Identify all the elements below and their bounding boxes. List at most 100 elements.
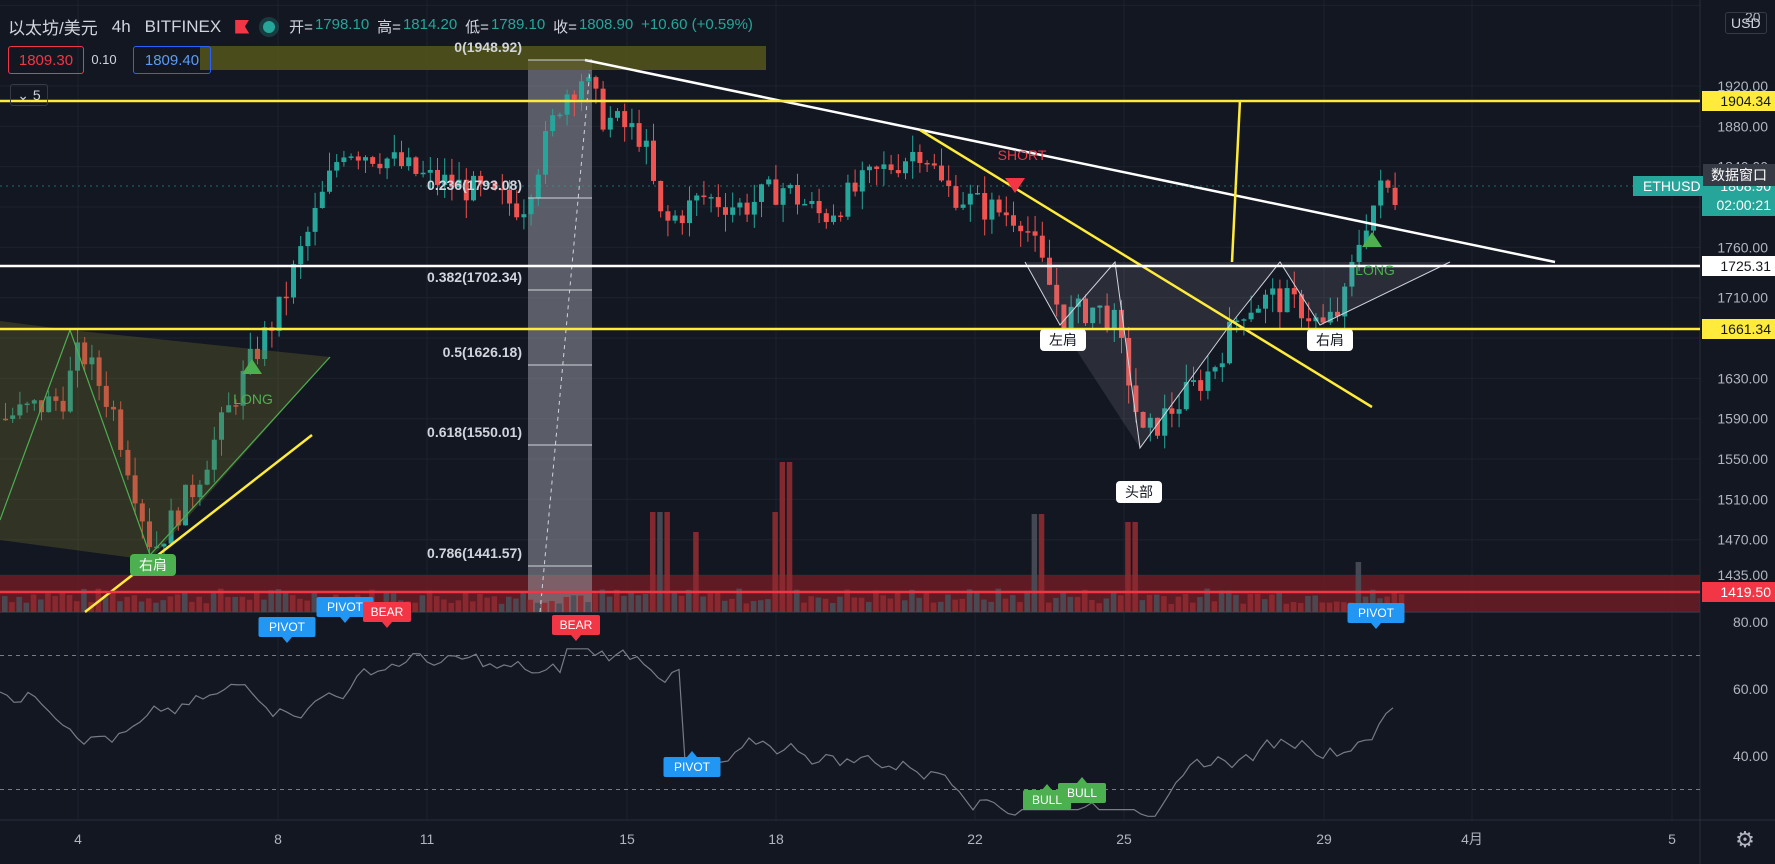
candle	[1255, 308, 1261, 313]
candle	[679, 215, 685, 224]
time-tick: 15	[619, 831, 635, 847]
right-shoulder-left-label: 右肩	[139, 557, 167, 573]
rsi-signal-pointer	[1371, 623, 1381, 629]
volume-bar	[455, 600, 462, 612]
price-line-tag	[1702, 582, 1775, 602]
candle	[910, 152, 916, 162]
candle	[1191, 380, 1196, 383]
volume-bar	[822, 598, 829, 612]
volume-bar	[412, 602, 418, 612]
flag-icon[interactable]	[235, 19, 250, 34]
candle	[1061, 304, 1067, 331]
volume-bar	[59, 593, 66, 612]
right-shoulder-label: 右肩	[1316, 332, 1344, 348]
candle	[363, 157, 368, 161]
data-window-label[interactable]: 数据窗口	[1703, 164, 1775, 186]
volume-bar	[1355, 562, 1362, 612]
volume-bar	[1161, 596, 1167, 612]
volume-bar	[556, 603, 562, 612]
currency-label[interactable]: USD	[1725, 12, 1767, 34]
volume-bar	[275, 589, 282, 612]
volume-bar	[801, 602, 807, 612]
volume-bar	[189, 601, 195, 612]
volume-bar	[585, 602, 591, 612]
candle	[291, 264, 296, 298]
time-tick: 18	[768, 831, 784, 847]
price-line-tag	[1702, 319, 1775, 339]
annotation-bubble	[1116, 481, 1162, 503]
candle	[1270, 288, 1276, 295]
candle	[888, 164, 894, 171]
gear-icon[interactable]: ⚙	[1735, 827, 1755, 852]
volume-bar	[1290, 602, 1297, 612]
volume-bar	[981, 599, 987, 612]
short-label: SHORT	[998, 147, 1047, 163]
candle	[600, 88, 606, 130]
volume-bar	[686, 589, 692, 612]
candle	[1083, 298, 1088, 324]
candle	[53, 396, 59, 401]
volume-bar	[1017, 602, 1023, 612]
volume-bar	[16, 596, 22, 612]
candle	[1162, 408, 1168, 436]
volume-bar	[225, 596, 231, 612]
volume-bar	[894, 592, 901, 612]
fib-band	[200, 46, 766, 70]
volume-bar	[938, 601, 944, 612]
candle	[377, 163, 383, 169]
candle	[809, 200, 815, 204]
long-label-left: LONG	[233, 391, 273, 407]
candle	[1198, 380, 1204, 391]
volume-bar	[974, 591, 980, 612]
symbol-name[interactable]: 以太坊/美元	[8, 19, 98, 38]
candle	[507, 189, 512, 204]
candle	[1277, 288, 1283, 313]
volume-bar	[1334, 601, 1340, 612]
price-tick: 1920.00	[1717, 78, 1768, 94]
candle	[341, 157, 347, 163]
rsi-signal-label: BULL	[1067, 786, 1097, 800]
candle	[1241, 319, 1247, 321]
volume-bar	[182, 591, 188, 612]
volume-bar	[794, 589, 800, 612]
volume-bar	[549, 601, 555, 612]
indicators-toggle[interactable]: ⌄ 5	[10, 84, 48, 106]
pattern-left-lines	[0, 328, 331, 557]
volume-bar	[38, 599, 44, 612]
sell-button[interactable]: 1809.30	[8, 46, 84, 74]
volume-bar	[952, 599, 958, 612]
fib-level-label: 0.5(1626.18)	[443, 344, 522, 360]
candle	[233, 405, 239, 407]
volume-bar	[146, 598, 152, 612]
candle	[564, 94, 570, 115]
candle	[485, 182, 491, 185]
volume-bar	[642, 593, 649, 612]
volume-bar	[606, 596, 613, 612]
volume-bar	[426, 590, 433, 612]
rsi-signal-pointer	[687, 751, 697, 757]
rsi-signal-label: PIVOT	[269, 620, 306, 634]
volume-bar	[2, 596, 8, 612]
rsi-signal-bubble	[1058, 783, 1106, 803]
volume-bar	[1067, 596, 1074, 612]
candle	[103, 385, 109, 407]
interval-label[interactable]: 4h	[111, 16, 131, 36]
buy-button[interactable]: 1809.40	[133, 46, 211, 74]
candle	[1039, 235, 1045, 258]
volume-bar	[1096, 603, 1102, 612]
volume-bar	[297, 598, 303, 612]
volume-bar	[491, 596, 498, 612]
volume-bar	[210, 593, 217, 612]
candle	[456, 179, 462, 188]
candle	[723, 207, 728, 215]
volume-bar	[966, 589, 973, 612]
volume-bar	[1305, 596, 1311, 612]
volume-bar	[866, 601, 872, 612]
candle	[67, 370, 73, 412]
volume-bar	[124, 596, 130, 612]
candle	[1147, 417, 1153, 428]
candle	[629, 123, 635, 128]
volume-bar	[1074, 596, 1081, 612]
price-line-tag	[1702, 256, 1775, 276]
